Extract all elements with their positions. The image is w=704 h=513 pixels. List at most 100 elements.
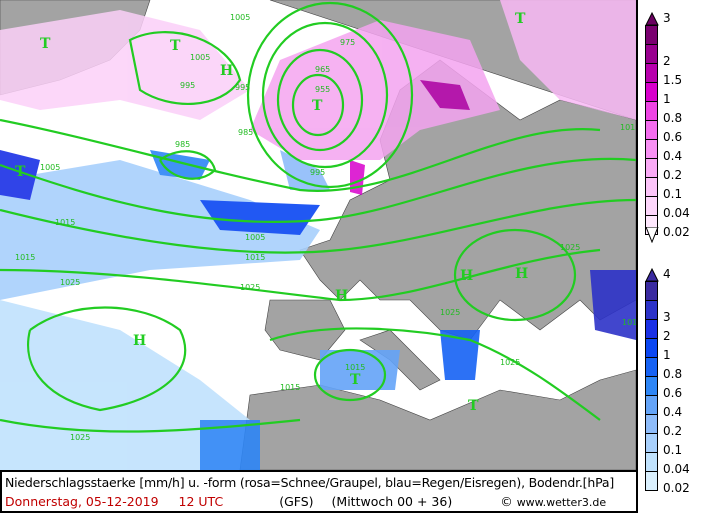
legend-swatch	[645, 415, 658, 434]
legend-swatch	[645, 140, 658, 159]
forecast-date: Donnerstag, 05-12-2019	[5, 494, 159, 509]
pressure-label: 1025	[70, 433, 90, 442]
low-center: T	[350, 372, 361, 388]
legend-swatch	[645, 178, 658, 197]
legend-label: 0.02	[663, 225, 690, 239]
legend-label: 2	[663, 54, 671, 68]
low-center: T	[15, 164, 26, 180]
high-center: H	[460, 268, 473, 284]
high-center: H	[220, 63, 233, 79]
low-center: T	[170, 38, 181, 54]
pressure-label: 1005	[40, 163, 60, 172]
legend-label: 0.2	[663, 168, 683, 182]
low-center: T	[312, 98, 323, 114]
pressure-labels: 1005 995 1005 975 965 955 985 995 985 10…	[15, 13, 642, 442]
rain-color-bar	[645, 281, 658, 491]
legend-label: 1.5	[663, 73, 683, 87]
legend-label: 3	[663, 310, 671, 324]
legend-swatch	[645, 377, 658, 396]
weather-map: 1005 995 1005 975 965 955 985 995 985 10…	[0, 0, 642, 471]
legend-swatch	[645, 45, 658, 64]
legend-label: 0.4	[663, 149, 683, 163]
legend-swatch	[645, 358, 658, 377]
isobars	[0, 1, 637, 433]
pressure-label: 1025	[560, 243, 580, 252]
legend-swatch	[645, 434, 658, 453]
pressure-label: 985	[238, 128, 253, 137]
high-center: H	[335, 288, 348, 304]
low-center: T	[40, 36, 51, 52]
legend-label: 0.4	[663, 405, 683, 419]
legend-swatch	[645, 453, 658, 472]
legend-swatch	[645, 396, 658, 415]
pressure-label: 1015	[55, 218, 75, 227]
legend-label: 3	[663, 11, 671, 25]
pressure-label: 1015	[15, 253, 35, 262]
pressure-label: 1025	[240, 283, 260, 292]
legend-swatch	[645, 121, 658, 140]
legend-bottom-arrow-icon	[645, 227, 659, 243]
model-run: (Mittwoch 00 + 36)	[331, 494, 453, 509]
low-center: T	[515, 11, 526, 27]
pressure-label: 995	[180, 81, 195, 90]
caption-box: Niederschlagsstaerke [mm/h] u. -form (ro…	[0, 470, 638, 513]
snow-color-bar	[645, 25, 658, 235]
legend-swatch	[645, 301, 658, 320]
legend-label: 0.8	[663, 367, 683, 381]
snow-areas	[0, 0, 636, 195]
pressure-label: 1025	[500, 358, 520, 367]
legend-swatch	[645, 64, 658, 83]
legend-swatch	[645, 282, 658, 301]
legend-swatch	[645, 83, 658, 102]
rain-legend: 4 3 2 1 0.8 0.6 0.4 0.2 0.1 0.04 0.02	[645, 267, 704, 494]
legend-swatch	[645, 472, 658, 491]
legend-label: 0.04	[663, 462, 690, 476]
legend-label: 0.02	[663, 481, 690, 495]
pressure-label: 975	[340, 38, 355, 47]
legend-label: 0.1	[663, 187, 683, 201]
legend-swatch	[645, 102, 658, 121]
legend-swatch	[645, 320, 658, 339]
legend-label: 0.1	[663, 443, 683, 457]
legend-swatch	[645, 197, 658, 216]
pressure-label: 1015	[280, 383, 300, 392]
pressure-label: 1005	[230, 13, 250, 22]
pressure-label: 1025	[440, 308, 460, 317]
pressure-centers: T T T H H H H T T T T H	[15, 11, 528, 414]
pressure-label: 1005	[190, 53, 210, 62]
pressure-label: 965	[315, 65, 330, 74]
high-center: H	[515, 266, 528, 282]
pressure-label: 985	[175, 140, 190, 149]
legend-label: 0.8	[663, 111, 683, 125]
pressure-label: 1015	[245, 253, 265, 262]
pressure-label: 1005	[245, 233, 265, 242]
pressure-label: 1015	[622, 318, 636, 327]
pressure-label: 1015	[620, 123, 636, 132]
map-canvas: 1005 995 1005 975 965 955 985 995 985 10…	[0, 0, 642, 471]
pressure-label: 1015	[345, 363, 365, 372]
pressure-label: 995	[235, 83, 250, 92]
legend-swatch	[645, 159, 658, 178]
copyright-icon: ©	[500, 494, 513, 509]
legend-label: 1	[663, 348, 671, 362]
legend-label: 1	[663, 92, 671, 106]
pressure-label: 995	[310, 168, 325, 177]
high-center: H	[133, 333, 146, 349]
legend-label: 0.6	[663, 130, 683, 144]
legend-label: 0.04	[663, 206, 690, 220]
legend-label: 2	[663, 329, 671, 343]
pressure-label: 1025	[60, 278, 80, 287]
pressure-label: 955	[315, 85, 330, 94]
legend-swatch	[645, 26, 658, 45]
legend-label: 0.6	[663, 386, 683, 400]
legend-top-arrow-icon	[645, 12, 659, 26]
legend-swatch	[645, 339, 658, 358]
snow-legend: 3 2 1.5 1 0.8 0.6 0.4 0.2 0.1 0.04 0.02	[645, 12, 704, 252]
model-name: (GFS)	[279, 494, 314, 509]
legend-top-arrow-icon	[645, 268, 659, 282]
website-link[interactable]: www.wetter3.de	[516, 496, 607, 509]
legend-label: 4	[663, 267, 671, 281]
low-center: T	[468, 398, 479, 414]
rain-areas	[0, 150, 636, 470]
legend-label: 0.2	[663, 424, 683, 438]
